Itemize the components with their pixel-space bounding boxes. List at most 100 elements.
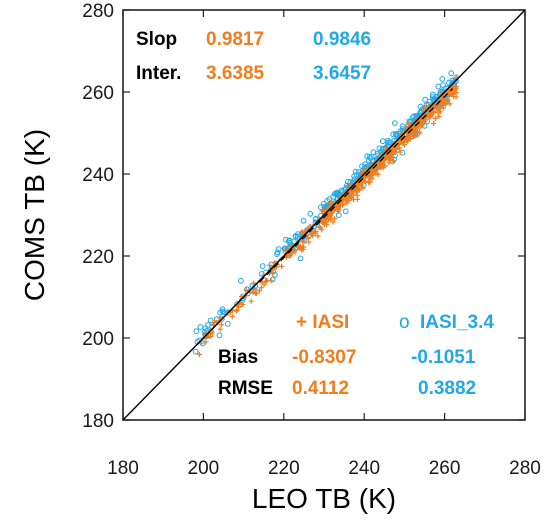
legend-iasi: + IASI — [296, 312, 349, 333]
stat-slope-iasi: 0.9817 — [206, 29, 264, 50]
data-point-iasi — [240, 301, 246, 308]
x-tick-label: 260 — [429, 458, 461, 479]
data-point-iasi — [417, 118, 423, 124]
data-point-iasi-3-4 — [439, 76, 446, 82]
legend-iasi-3-4-label: IASI_3.4 — [420, 312, 494, 333]
data-point-iasi — [261, 282, 267, 288]
data-point-iasi-3-4 — [326, 196, 333, 203]
data-point-iasi-3-4 — [294, 233, 301, 240]
data-point-iasi — [300, 239, 306, 245]
stat-intercept-iasi: 3.6385 — [206, 63, 265, 84]
data-point-iasi — [376, 158, 383, 164]
data-point-iasi — [393, 146, 399, 152]
data-point-iasi — [432, 115, 438, 122]
data-point-iasi-3-4 — [409, 114, 416, 121]
data-point-iasi-3-4 — [391, 120, 398, 126]
data-point-iasi — [354, 192, 360, 198]
data-point-iasi — [287, 253, 293, 259]
data-point-iasi — [414, 125, 420, 131]
data-point-iasi-3-4 — [216, 332, 223, 339]
data-point-iasi-3-4 — [192, 348, 199, 355]
data-point-iasi-3-4 — [430, 91, 436, 98]
data-point-iasi-3-4 — [259, 263, 266, 270]
data-point-iasi-3-4 — [342, 208, 349, 215]
y-tick-label: 200 — [82, 329, 114, 350]
data-point-iasi — [367, 179, 373, 185]
data-point-iasi — [305, 235, 311, 241]
data-point-iasi — [209, 330, 215, 336]
data-point-iasi — [229, 313, 235, 320]
data-point-iasi-3-4 — [370, 149, 377, 156]
data-point-iasi — [288, 242, 294, 248]
data-point-iasi — [385, 155, 391, 161]
data-point-iasi — [313, 228, 319, 234]
data-point-iasi — [344, 196, 350, 202]
data-point-iasi-3-4 — [300, 217, 307, 224]
series-iasi-points — [196, 75, 459, 357]
data-point-iasi-3-4 — [285, 238, 292, 244]
data-point-iasi-3-4 — [238, 277, 244, 284]
data-point-iasi — [203, 339, 209, 345]
data-point-iasi — [256, 288, 262, 294]
data-point-iasi — [405, 138, 411, 144]
data-point-iasi-3-4 — [397, 128, 404, 135]
data-point-iasi — [436, 114, 442, 120]
data-point-iasi — [451, 94, 457, 100]
data-point-iasi — [296, 245, 302, 251]
x-tick-label: 280 — [509, 458, 541, 479]
stat-slope-iasi-3-4: 0.9846 — [313, 29, 371, 50]
data-point-iasi — [324, 221, 330, 228]
legend-iasi-3-4-symbol: o — [399, 312, 410, 333]
data-point-iasi — [298, 247, 305, 253]
data-point-iasi-3-4 — [366, 153, 373, 160]
one-to-one-line — [122, 9, 526, 421]
data-point-iasi — [283, 248, 289, 254]
data-point-iasi — [366, 178, 372, 184]
data-point-iasi — [327, 210, 333, 216]
data-point-iasi — [219, 322, 225, 328]
x-tick-label: 240 — [348, 458, 380, 479]
data-point-iasi — [369, 172, 375, 178]
data-point-iasi-3-4 — [221, 309, 227, 316]
data-point-iasi — [413, 133, 419, 139]
data-point-iasi-3-4 — [338, 187, 345, 194]
stat-bias-label: Bias — [218, 347, 258, 368]
data-point-iasi — [401, 142, 407, 148]
data-point-iasi-3-4 — [409, 118, 416, 125]
data-point-iasi-3-4 — [307, 210, 314, 217]
data-point-iasi — [428, 112, 435, 118]
data-point-iasi — [248, 298, 254, 304]
stat-intercept-iasi-3-4: 3.6457 — [313, 63, 371, 84]
regression-line — [259, 88, 454, 283]
data-point-iasi — [328, 200, 334, 206]
data-point-iasi — [417, 130, 423, 136]
data-point-iasi — [330, 219, 336, 225]
data-point-iasi-3-4 — [193, 328, 200, 335]
stat-slope-label: Slop — [136, 29, 177, 50]
data-point-iasi-3-4 — [224, 320, 231, 327]
data-point-iasi-3-4 — [207, 317, 214, 324]
data-point-iasi — [347, 193, 353, 200]
x-axis-title: LEO TB (K) — [252, 483, 396, 514]
y-tick-label: 240 — [82, 165, 114, 186]
stat-rmse-iasi-3-4: 0.3882 — [418, 378, 476, 399]
stat-rmse-iasi: 0.4112 — [292, 378, 349, 399]
data-point-iasi — [375, 171, 381, 177]
x-tick-label: 180 — [107, 458, 139, 479]
data-point-iasi-3-4 — [275, 246, 282, 253]
data-point-iasi — [299, 244, 305, 250]
data-point-iasi — [340, 202, 346, 208]
data-point-iasi — [196, 351, 202, 357]
y-axis-title: COMS TB (K) — [19, 129, 50, 301]
data-point-iasi — [217, 315, 223, 321]
data-point-iasi — [198, 340, 204, 346]
data-point-iasi — [266, 262, 272, 268]
data-point-iasi — [435, 110, 441, 116]
data-point-iasi — [356, 185, 362, 191]
data-point-iasi-3-4 — [446, 79, 452, 86]
y-tick-label: 260 — [82, 83, 114, 104]
data-point-iasi — [235, 304, 241, 310]
x-tick-label: 220 — [268, 458, 300, 479]
data-point-iasi — [382, 163, 388, 169]
